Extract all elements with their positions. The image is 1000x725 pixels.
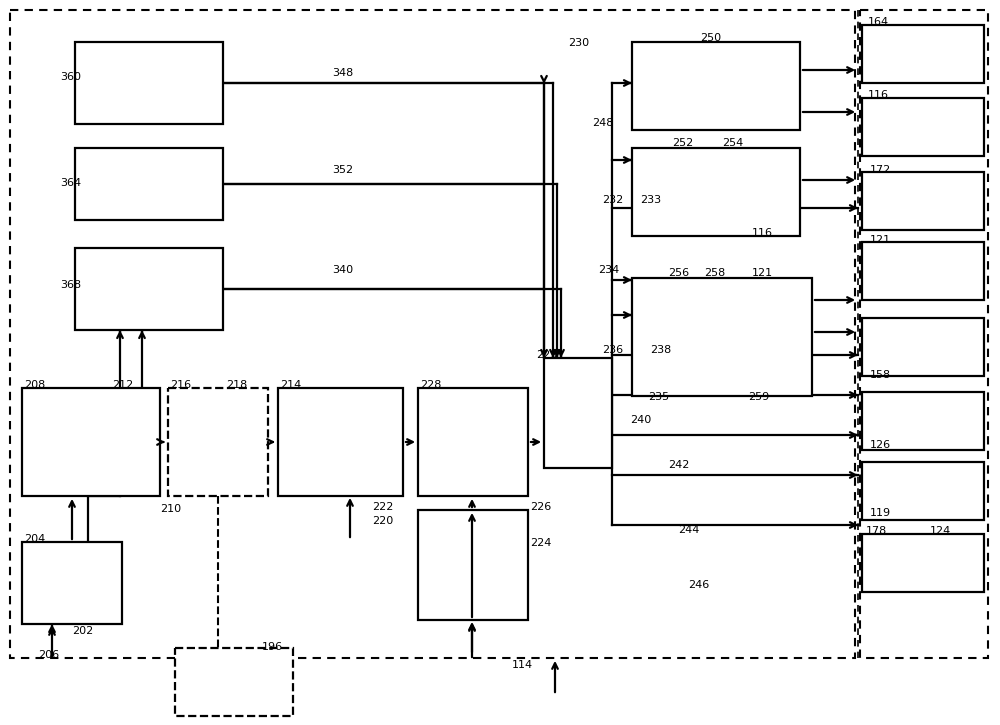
Text: 206: 206 [38,650,59,660]
Text: 224: 224 [530,538,551,548]
Text: 240: 240 [630,415,651,425]
Text: 196: 196 [262,642,283,652]
Text: 364: 364 [60,178,81,188]
Text: 248: 248 [592,118,613,128]
Bar [632,42,800,130]
Text: 234: 234 [598,265,619,275]
Text: 238: 238 [650,345,671,355]
Text: 204: 204 [24,534,45,544]
Text: 172: 172 [870,165,891,175]
Bar [418,510,528,620]
Bar [278,388,403,496]
Bar [862,242,984,300]
Bar [22,388,160,496]
Text: 218: 218 [226,380,247,390]
Text: 259: 259 [748,392,769,402]
Text: 126: 126 [870,440,891,450]
Bar [862,25,984,83]
Text: 256: 256 [668,268,689,278]
Bar [632,148,800,236]
Text: 236: 236 [602,345,623,355]
Text: 244: 244 [678,525,699,535]
Text: 230: 230 [568,38,589,48]
Bar [862,392,984,450]
Text: 121: 121 [752,268,773,278]
Bar [632,278,812,396]
Text: 208: 208 [24,380,45,390]
Text: 214: 214 [280,380,301,390]
Text: 233: 233 [640,195,661,205]
Text: 228: 228 [420,380,441,390]
Text: 158: 158 [870,370,891,380]
Text: 229: 229 [536,350,557,360]
Text: 116: 116 [868,90,889,100]
Text: 210: 210 [160,504,181,514]
Text: 220: 220 [372,516,393,526]
Text: 119: 119 [870,508,891,518]
Bar [75,42,223,124]
Text: 121: 121 [870,235,891,245]
Bar [862,98,984,156]
Bar [75,248,223,330]
Bar [168,388,268,496]
Bar [418,388,528,496]
Text: 368: 368 [60,280,81,290]
Text: 252: 252 [672,138,693,148]
Text: 164: 164 [868,17,889,27]
Bar [862,534,984,592]
Text: 235: 235 [648,392,669,402]
Text: 242: 242 [668,460,689,470]
Text: 178: 178 [866,526,887,536]
Text: 348: 348 [332,68,353,78]
Text: 216: 216 [170,380,191,390]
Bar [860,10,988,658]
Text: 124: 124 [930,526,951,536]
Text: 250: 250 [700,33,721,43]
Text: 222: 222 [372,502,393,512]
Bar [862,172,984,230]
Bar [862,462,984,520]
Text: 352: 352 [332,165,353,175]
Text: 258: 258 [704,268,725,278]
Text: 360: 360 [60,72,81,82]
Bar [10,10,855,658]
Bar [544,358,612,468]
Text: 246: 246 [688,580,709,590]
Bar [175,648,293,716]
Bar [22,542,122,624]
Bar [862,318,984,376]
Text: 340: 340 [332,265,353,275]
Bar [75,148,223,220]
Text: 202: 202 [72,626,93,636]
Text: 116: 116 [752,228,773,238]
Text: 254: 254 [722,138,743,148]
Text: 212: 212 [112,380,133,390]
Text: 232: 232 [602,195,623,205]
Text: 114: 114 [512,660,533,670]
Text: 226: 226 [530,502,551,512]
